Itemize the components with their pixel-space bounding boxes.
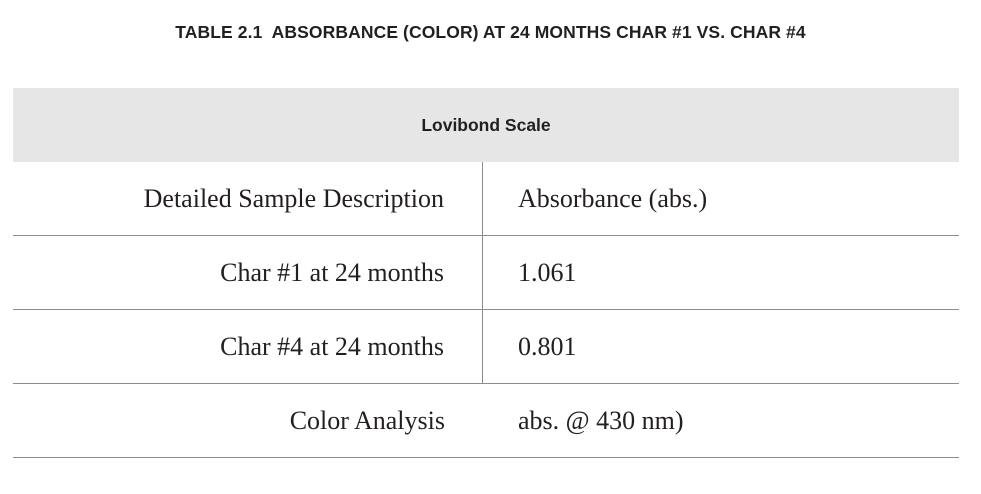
row-value-cell: 0.801 <box>518 331 577 361</box>
row-label-cell: Char #4 at 24 months <box>13 310 483 383</box>
table-title: TABLE 2.1 ABSORBANCE (COLOR) AT 24 MONTH… <box>175 22 806 42</box>
table-row: Char #4 at 24 months 0.801 <box>13 310 959 384</box>
row-label-cell: Char #1 at 24 months <box>13 236 483 309</box>
row-label-cell: Color Analysis <box>289 405 445 435</box>
row-label-cell: Detailed Sample Description <box>13 162 483 235</box>
row-value-cell: Absorbance (abs.) <box>518 183 708 213</box>
data-table: Lovibond Scale Detailed Sample Descripti… <box>13 88 959 458</box>
header-band-label: Lovibond Scale <box>421 114 551 135</box>
table-row: Char #1 at 24 months 1.061 <box>13 236 959 310</box>
table-row: Color Analysis abs. @ 430 nm) <box>13 384 959 458</box>
table-header-band: Lovibond Scale <box>13 88 959 162</box>
row-value-cell: abs. @ 430 nm) <box>518 405 684 435</box>
table-row: Detailed Sample Description Absorbance (… <box>13 162 959 236</box>
row-value-cell: 1.061 <box>518 257 577 287</box>
